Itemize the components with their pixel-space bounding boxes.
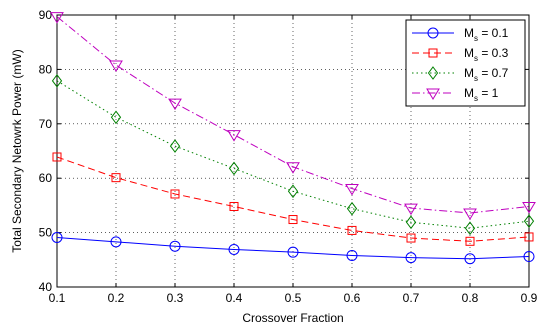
series-1-point xyxy=(110,236,122,248)
legend-entry: Ms = 0.1 xyxy=(412,26,509,43)
series-2-point xyxy=(229,201,239,211)
series-3-point xyxy=(523,214,535,229)
series-1-point xyxy=(228,243,240,255)
series-3-point xyxy=(169,139,181,153)
legend-entry: Ms = 0.7 xyxy=(412,66,509,83)
series-3-point xyxy=(110,110,122,125)
x-tick-label: 0.4 xyxy=(226,291,243,305)
x-tick-label: 0.3 xyxy=(167,291,184,305)
series-3-point xyxy=(346,201,358,216)
y-tick-label: 50 xyxy=(39,226,53,240)
legend: Ms = 0.1 Ms = 0.3 Ms = 0.7 Ms = 1 xyxy=(405,19,526,107)
series-3-point xyxy=(464,221,476,236)
y-axis-label: Total Secondary Netowrk Power (mW) xyxy=(10,49,24,252)
series-1 xyxy=(51,231,535,265)
series-2-point xyxy=(170,189,180,199)
series-4-point xyxy=(404,203,418,216)
y-tick-label: 60 xyxy=(39,171,53,185)
y-tick-label: 40 xyxy=(39,280,53,294)
legend-marker xyxy=(427,27,439,39)
legend-label: Ms = 0.7 xyxy=(464,66,509,83)
series-2-line xyxy=(56,156,530,242)
series-4-point xyxy=(50,12,64,24)
x-tick-label: 0.5 xyxy=(285,291,302,305)
x-tick-label: 0.8 xyxy=(462,291,479,305)
series-4-point xyxy=(522,201,536,214)
series-4-point xyxy=(463,208,477,220)
series-4 xyxy=(50,12,536,220)
series-1-point xyxy=(169,240,181,252)
axis-ticks: 0.1 0.2 0.3 0.4 0.5 0.6 0.7 0.8 0.9 40 50 60 70 80 90 xyxy=(39,8,538,305)
legend-entry: Ms = 0.3 xyxy=(412,46,509,63)
series-4-point xyxy=(168,98,182,111)
x-tick-label: 0.1 xyxy=(49,291,66,305)
x-tick-label: 0.6 xyxy=(344,291,361,305)
y-tick-label: 90 xyxy=(39,8,53,22)
series-3-point xyxy=(51,73,63,88)
series-2-point xyxy=(524,232,534,242)
series-2-point xyxy=(406,233,416,243)
legend-box xyxy=(405,19,526,107)
series-3 xyxy=(51,73,535,236)
x-tick-label: 0.2 xyxy=(108,291,125,305)
series-2-point xyxy=(52,152,62,162)
series-2-point xyxy=(288,215,298,225)
series-4-point xyxy=(286,162,300,174)
series-4-point xyxy=(109,60,123,73)
x-tick-label: 0.7 xyxy=(403,291,420,305)
series-layer xyxy=(50,12,536,265)
series-1-point xyxy=(51,231,63,243)
series-1-point xyxy=(346,249,358,261)
series-1-point xyxy=(287,246,299,258)
series-3-line xyxy=(56,80,530,229)
legend-marker xyxy=(427,66,439,80)
x-tick-label: 0.9 xyxy=(521,291,538,305)
series-4-point xyxy=(227,130,241,142)
series-3-point xyxy=(405,215,417,230)
legend-label: Ms = 0.3 xyxy=(464,46,509,63)
series-3-point xyxy=(228,161,240,176)
y-tick-label: 70 xyxy=(39,117,53,131)
y-tick-label: 80 xyxy=(39,62,53,76)
series-1-line xyxy=(56,236,530,260)
x-axis-label: Crossover Fraction xyxy=(242,311,343,325)
series-1-point xyxy=(405,252,417,264)
series-2 xyxy=(52,152,534,246)
legend-marker xyxy=(428,48,438,58)
legend-label: Ms = 1 xyxy=(464,86,499,103)
legend-entry: Ms = 1 xyxy=(412,86,499,103)
series-1-point xyxy=(464,253,476,265)
grid-lines xyxy=(57,15,529,287)
series-2-point xyxy=(465,236,475,246)
series-2-point xyxy=(111,173,121,183)
series-1-point xyxy=(523,251,535,263)
series-3-point xyxy=(287,184,299,199)
series-2-point xyxy=(347,225,357,235)
legend-label: Ms = 0.1 xyxy=(464,26,509,43)
legend-marker xyxy=(426,88,440,100)
series-4-line xyxy=(56,16,530,214)
series-4-point xyxy=(345,184,359,196)
